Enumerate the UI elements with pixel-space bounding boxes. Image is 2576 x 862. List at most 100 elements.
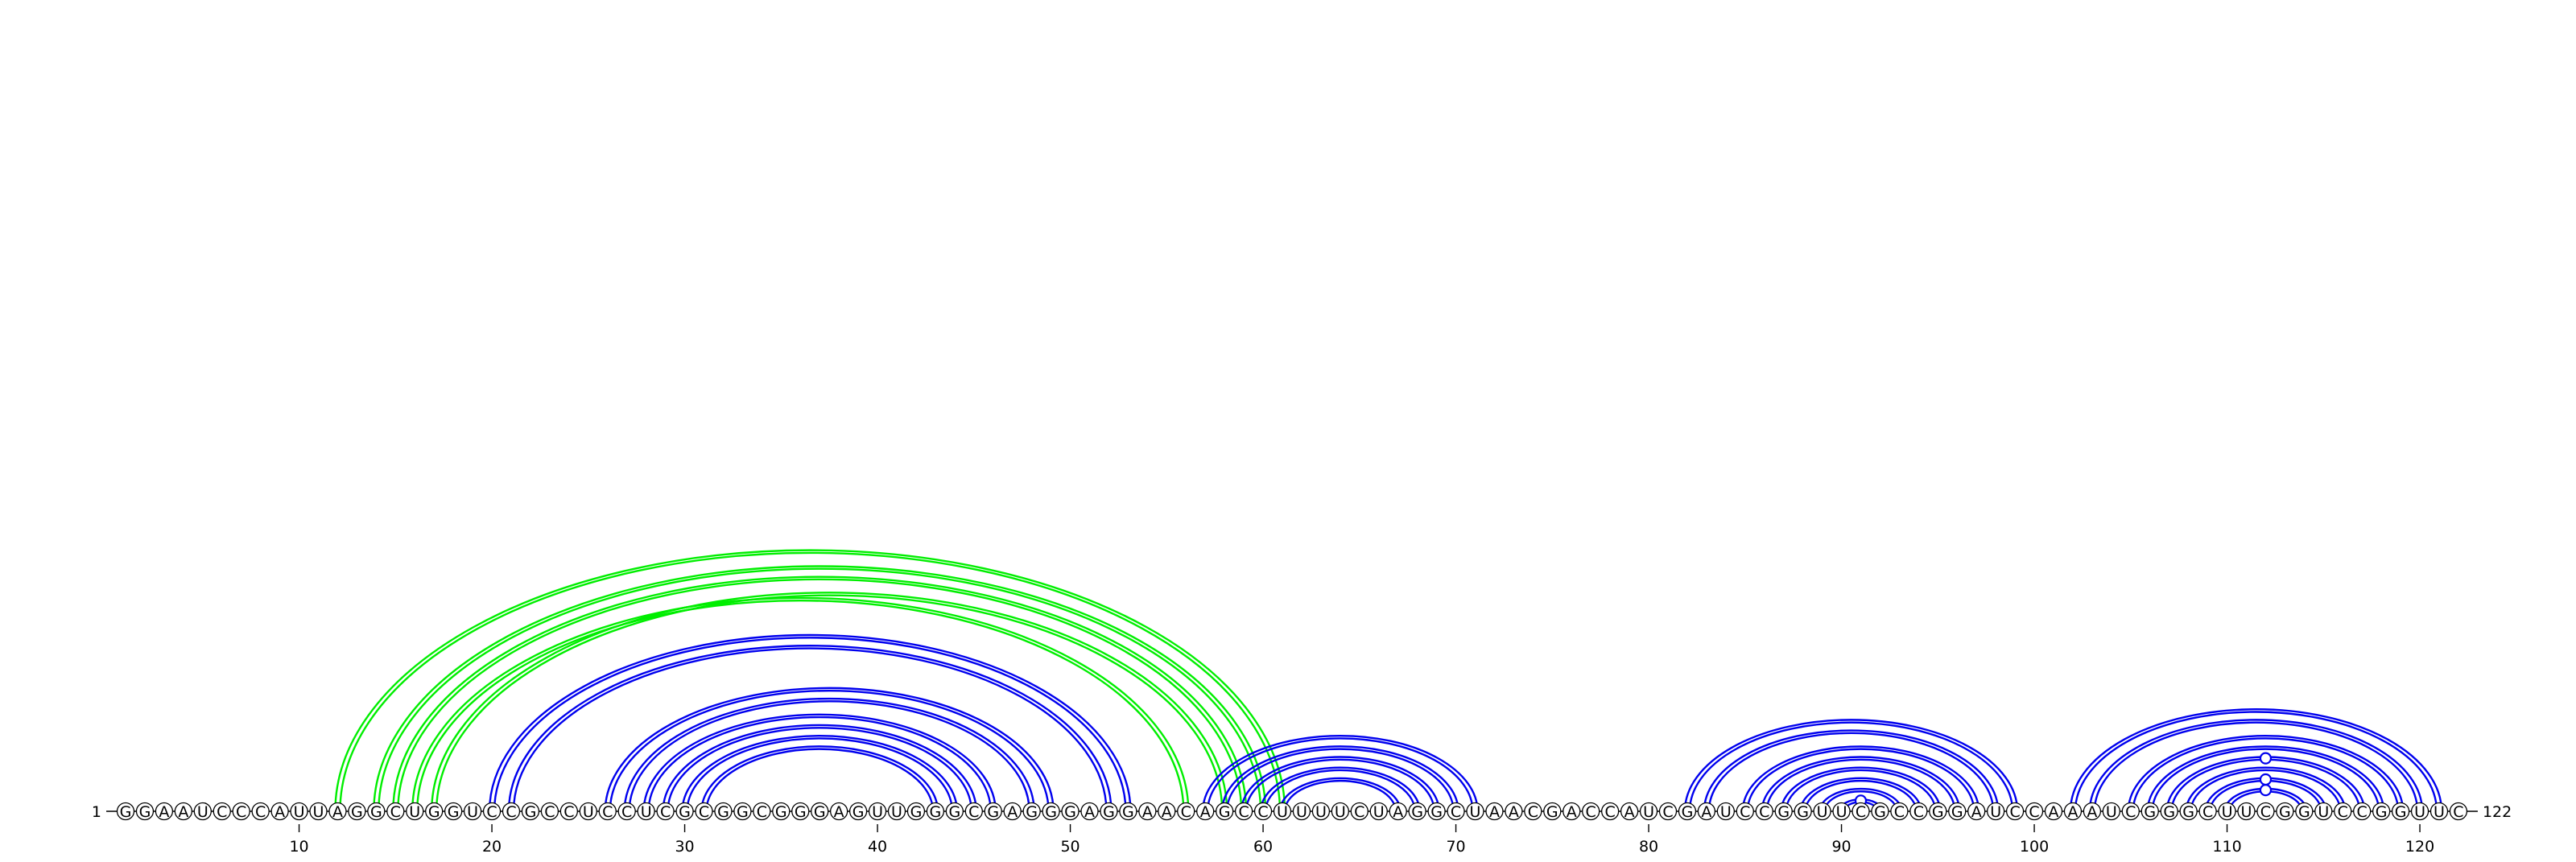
tick-label-10: 10 [289, 838, 308, 856]
base-pair-arc-17-58 [431, 592, 1228, 812]
nucleotide-circle [848, 802, 868, 821]
nucleotide-letter: C [1451, 803, 1461, 821]
nucleotide-102: A [2063, 802, 2083, 821]
base-pair-arc-87-95 [1780, 766, 1942, 812]
nucleotide-letter: A [332, 803, 343, 821]
nucleotide-4: A [174, 802, 193, 821]
nucleotide-letter: C [1913, 803, 1924, 821]
nucleotide-80: U [1639, 802, 1658, 821]
nucleotide-circle [617, 802, 636, 821]
nucleotide-20: C [482, 802, 502, 821]
nucleotide-circle [2449, 802, 2468, 821]
nucleotide-104: U [2102, 802, 2121, 821]
nucleotide-letter: C [1528, 803, 1538, 821]
nucleotide-circle [984, 802, 1002, 821]
nucleotide-letter: A [1084, 803, 1095, 821]
nucleotide-circle [1331, 802, 1349, 821]
nucleotide-letter: U [1817, 803, 1828, 821]
nucleotide-letter: G [1932, 803, 1944, 821]
nucleotide-115: U [2314, 802, 2333, 821]
nucleotide-letter: U [2106, 803, 2117, 821]
nucleotide-letter: G [1219, 803, 1231, 821]
tick-label-60: 60 [1253, 838, 1273, 856]
nucleotide-113: G [2276, 802, 2294, 821]
tick-label-110: 110 [2212, 838, 2241, 856]
nucleotide-circle [1852, 802, 1870, 821]
nucleotide-letter: G [448, 803, 460, 821]
nucleotide-86: C [1755, 802, 1773, 821]
base-pair-arc-105-119 [2127, 734, 2405, 812]
nucleotide-circle [1408, 802, 1426, 821]
nucleotide-letter: U [1277, 803, 1288, 821]
nucleotide-circle [2179, 802, 2198, 821]
nucleotide-circle [1466, 802, 1484, 821]
nucleotide-circle [1755, 802, 1773, 821]
nucleotide-72: A [1485, 802, 1504, 821]
nucleotide-91: C [1852, 802, 1870, 821]
nucleotide-letter: C [621, 803, 632, 821]
nucleotide-circle [1389, 802, 1407, 821]
nucleotide-9: A [270, 802, 289, 821]
nucleotide-111: U [2237, 802, 2256, 821]
base-pair-arc-103-120 [2093, 721, 2419, 812]
nucleotide-circle [540, 802, 559, 821]
nucleotide-circle [425, 802, 444, 821]
base-pair-arc-82-99 [1683, 719, 2019, 812]
base-pair-arc-20-53 [493, 637, 1127, 812]
nucleotide-56: C [1177, 802, 1195, 821]
base-pair-arc-106-118 [2146, 745, 2385, 812]
nucleotide-26: C [598, 802, 617, 821]
base-pair-arc-31-43 [700, 745, 939, 812]
base-pair-arc-89-93 [1823, 790, 1898, 812]
nucleotide-circle [309, 802, 328, 821]
nucleotide-circle [174, 802, 193, 821]
nucleotide-letter: U [1470, 803, 1481, 821]
nucleotide-letter: A [1509, 803, 1519, 821]
tick-label-120: 120 [2405, 838, 2434, 856]
nucleotide-88: G [1794, 802, 1812, 821]
nucleotide-17: G [425, 802, 444, 821]
nucleotide-114: G [2295, 802, 2314, 821]
nucleotide-circle [213, 802, 231, 821]
nucleotide-letter: G [1951, 803, 1963, 821]
nucleotide-circle [1080, 802, 1099, 821]
nucleotide-circle [1100, 802, 1118, 821]
nucleotide-41: U [887, 802, 906, 821]
nucleotide-letter: C [757, 803, 767, 821]
base-pair-arc-57-71 [1207, 737, 1474, 812]
nucleotide-23: C [540, 802, 559, 821]
nucleotide-letter: U [313, 803, 324, 821]
base-pair-arc-102-121 [2074, 711, 2438, 812]
nucleotide-87: G [1774, 802, 1793, 821]
base-pair-arc-61-67 [1283, 779, 1397, 812]
nucleotide-letter: G [1430, 803, 1443, 821]
nucleotide-35: G [772, 802, 791, 821]
tick-label-40: 40 [868, 838, 887, 856]
nucleotide-circle [328, 802, 347, 821]
nucleotide-circle [1216, 802, 1234, 821]
nucleotide-circle [2198, 802, 2217, 821]
nucleotide-11: U [309, 802, 328, 821]
nucleotide-81: C [1658, 802, 1678, 821]
nucleotide-letter: C [699, 803, 709, 821]
nucleotide-letter: G [2395, 803, 2407, 821]
start-position-label: 1 [92, 803, 101, 821]
nucleotide-100: C [2025, 802, 2044, 821]
base-pair-arc-12-61 [334, 549, 1286, 812]
nucleotide-circle [791, 802, 810, 821]
nucleotide-letter: G [1682, 803, 1694, 821]
nucleotide-letter: A [159, 803, 169, 821]
nucleotide-49: G [1042, 802, 1060, 821]
nucleotide-19: U [463, 802, 482, 821]
base-pair-arc-26-49 [604, 687, 1055, 812]
nucleotide-circle [1138, 802, 1157, 821]
nucleotide-letter: U [583, 803, 594, 821]
nucleotide-47: A [1003, 802, 1022, 821]
nucleotide-letter: U [1990, 803, 2001, 821]
base-pair-arc-60-68 [1264, 769, 1416, 812]
nucleotide-62: U [1292, 802, 1311, 821]
base-pair-arc-103-120 [2088, 719, 2424, 812]
nucleotide-circle [2063, 802, 2083, 821]
nucleotide-circle [2334, 802, 2352, 821]
base-pair-arc-57-71 [1202, 734, 1479, 812]
